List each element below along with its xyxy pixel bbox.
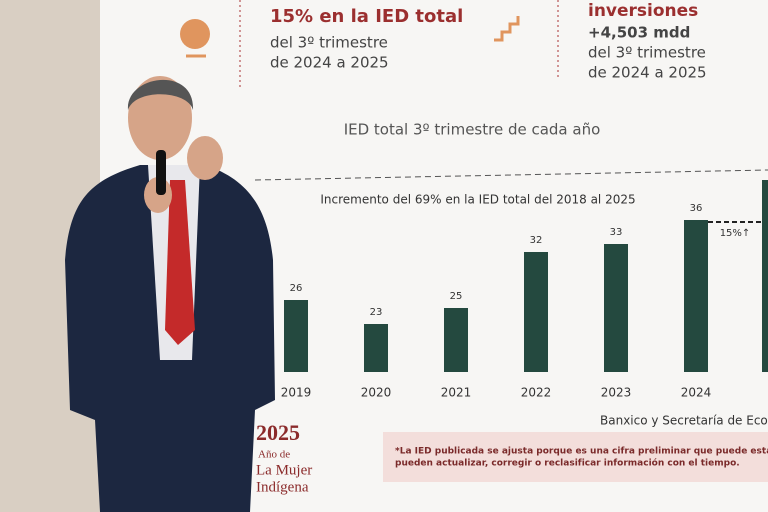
bar bbox=[684, 220, 708, 372]
value-label: 32 bbox=[530, 235, 543, 246]
x-tick-label: 2020 bbox=[361, 386, 392, 400]
left-line: de 2024 a 2025 bbox=[270, 54, 389, 72]
hand bbox=[187, 136, 223, 180]
bar bbox=[284, 300, 308, 372]
logo-text: La Mujer bbox=[256, 462, 312, 478]
logo-text: Indígena bbox=[256, 479, 309, 495]
bar bbox=[444, 308, 468, 372]
logo-year: 2025 bbox=[256, 420, 300, 445]
right-line: de 2024 a 2025 bbox=[588, 64, 707, 82]
x-tick-label: 2023 bbox=[601, 386, 632, 400]
tie bbox=[165, 180, 195, 345]
microphone bbox=[156, 150, 166, 195]
bar bbox=[524, 252, 548, 372]
value-label: 25 bbox=[450, 291, 463, 302]
bar bbox=[364, 324, 388, 372]
value-label: 23 bbox=[370, 307, 383, 318]
left-title: 15% en la IED total bbox=[270, 6, 463, 27]
trend-line bbox=[254, 169, 768, 181]
x-tick-label: 2022 bbox=[521, 386, 552, 400]
head bbox=[128, 76, 192, 160]
x-tick-label: 2024 bbox=[681, 386, 712, 400]
annotation: Incremento del 69% en la IED total del 2… bbox=[320, 193, 635, 207]
speaker bbox=[65, 76, 275, 512]
right-line: del 3º trimestre bbox=[588, 44, 706, 62]
hair bbox=[127, 79, 194, 110]
chart-title: IED total 3º trimestre de cada año bbox=[344, 121, 601, 139]
source: Banxico y Secretaría de Econ bbox=[600, 414, 768, 428]
footnote-box bbox=[383, 432, 768, 482]
value-label: 36 bbox=[690, 203, 703, 214]
left-line: del 3º trimestre bbox=[270, 34, 388, 52]
globe-icon bbox=[180, 19, 210, 49]
value-label: 33 bbox=[610, 227, 623, 238]
right-title: inversiones bbox=[588, 1, 698, 21]
x-tick-label: 2019 bbox=[281, 386, 312, 400]
stairs-icon bbox=[494, 16, 520, 42]
footnote: pueden actualizar, corregir o reclasific… bbox=[395, 458, 740, 469]
value-label: 26 bbox=[290, 283, 303, 294]
logo-text: Año de bbox=[258, 449, 290, 461]
right-amount: +4,503 mdd bbox=[588, 24, 690, 42]
x-tick-label: 2021 bbox=[441, 386, 472, 400]
footnote: *La IED publicada se ajusta porque es un… bbox=[395, 447, 768, 457]
bar bbox=[604, 244, 628, 372]
cut-off-bar bbox=[762, 180, 768, 372]
growth-label: 15%↑ bbox=[720, 228, 751, 239]
